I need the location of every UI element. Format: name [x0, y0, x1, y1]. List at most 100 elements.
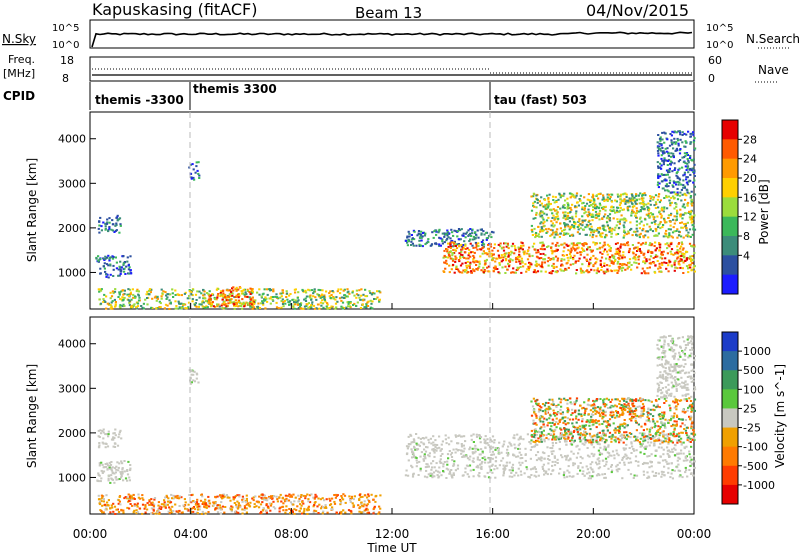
velocity-cell — [604, 457, 608, 460]
power-cell — [595, 242, 598, 245]
power-cell — [500, 260, 503, 263]
velocity-cell — [153, 503, 156, 506]
power-cell — [141, 306, 144, 309]
power-cell — [99, 267, 102, 270]
velocity-cell — [526, 468, 529, 471]
velocity-cell — [339, 500, 342, 502]
velocity-cell — [258, 495, 261, 498]
power-cell — [594, 257, 597, 260]
power-cell — [595, 216, 598, 219]
power-cell — [225, 299, 228, 302]
velocity-cell — [319, 498, 322, 501]
power-cell — [213, 305, 217, 308]
velocity-cell — [216, 511, 220, 514]
power-cell — [471, 228, 474, 231]
power-cell — [472, 235, 475, 238]
velocity-cell — [647, 441, 650, 444]
velocity-cell — [536, 451, 540, 454]
velocity-cell — [632, 448, 635, 451]
power-cell — [288, 300, 292, 303]
power-cell — [103, 267, 106, 270]
power-cell — [693, 228, 697, 231]
power-cell — [553, 236, 556, 239]
power-cell — [272, 290, 275, 293]
velocity-cell — [241, 500, 244, 503]
velocity-cell — [195, 377, 198, 380]
velocity-cell — [652, 474, 656, 477]
power-cell — [671, 142, 674, 145]
power-cell — [115, 267, 118, 270]
power-cell — [109, 273, 112, 276]
power-cell — [667, 169, 670, 172]
power-cell — [123, 292, 126, 295]
power-cell — [647, 212, 650, 215]
power-cell — [520, 271, 523, 274]
power-cell — [675, 131, 678, 134]
power-cell — [641, 242, 645, 245]
power-cell — [239, 286, 242, 289]
velocity-cell — [107, 499, 110, 502]
colorbar-tick-label: 4 — [743, 249, 750, 262]
velocity-cell — [564, 416, 567, 419]
power-cell — [521, 242, 524, 245]
power-cell — [677, 130, 680, 133]
power-cell — [564, 225, 567, 228]
power-cell — [467, 234, 471, 236]
power-cell — [673, 137, 676, 140]
power-cell — [328, 292, 331, 295]
power-cell — [618, 252, 621, 255]
velocity-cell — [642, 413, 645, 416]
velocity-cell — [604, 446, 608, 449]
velocity-cell — [541, 468, 545, 470]
power-cell — [493, 247, 496, 249]
nave-label: Nave — [758, 63, 789, 77]
power-cell — [229, 301, 232, 304]
power-cell — [626, 206, 629, 209]
velocity-cell — [650, 465, 653, 468]
power-cell — [660, 261, 664, 264]
power-cell — [234, 305, 238, 307]
velocity-cell — [410, 448, 413, 451]
power-cell — [624, 268, 627, 271]
power-cell — [251, 296, 254, 299]
velocity-cell — [552, 400, 555, 403]
power-cell — [486, 253, 489, 256]
power-cell — [677, 139, 680, 142]
velocity-cell — [662, 448, 665, 451]
velocity-cell — [342, 509, 345, 512]
velocity-cell — [645, 462, 648, 465]
velocity-cell — [582, 437, 585, 440]
power-cell — [470, 235, 473, 237]
power-cell — [485, 258, 488, 261]
velocity-cell — [103, 466, 106, 469]
power-cell — [517, 246, 520, 249]
power-cell — [345, 295, 348, 298]
velocity-cell — [566, 417, 569, 420]
velocity-cell — [366, 511, 369, 514]
power-cell — [191, 163, 194, 166]
power-cell — [585, 243, 588, 246]
velocity-cell — [564, 435, 567, 438]
velocity-cell — [306, 513, 309, 515]
velocity-cell — [629, 457, 632, 460]
power-cell — [665, 221, 668, 224]
power-cell — [535, 260, 538, 263]
velocity-cell — [114, 476, 118, 479]
velocity-cell — [452, 474, 455, 476]
power-cell — [603, 236, 607, 239]
power-cell — [203, 293, 206, 296]
power-cell — [663, 173, 666, 176]
velocity-cell — [233, 496, 236, 499]
power-cell — [532, 195, 535, 198]
power-cell — [368, 290, 371, 293]
power-cell — [665, 262, 668, 264]
power-cell — [469, 261, 472, 264]
velocity-cell — [517, 474, 520, 477]
velocity-cell — [358, 494, 361, 496]
power-cell — [155, 299, 158, 302]
velocity-cell — [500, 459, 503, 462]
power-cell — [114, 304, 117, 307]
power-cell — [111, 257, 115, 260]
velocity-cell — [275, 495, 278, 498]
power-cell — [599, 204, 602, 207]
